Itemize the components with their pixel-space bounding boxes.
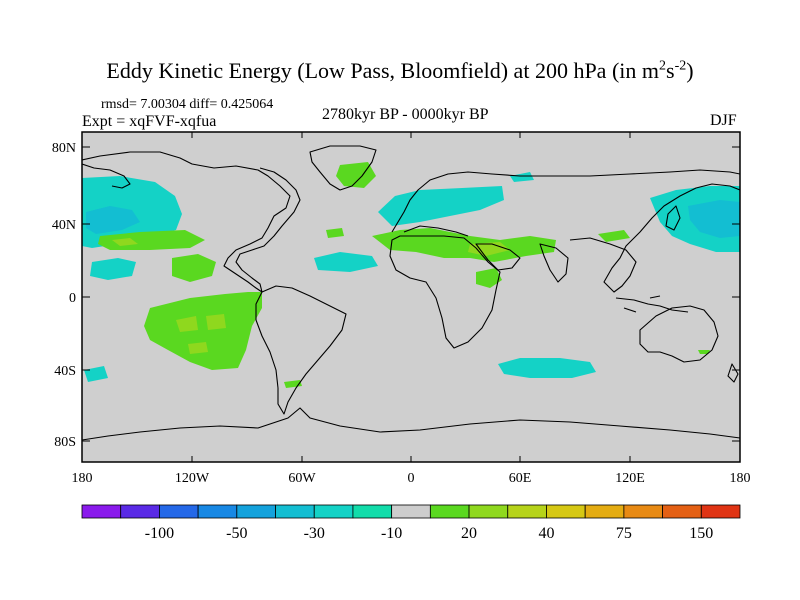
lat-label: 80S [54, 435, 76, 450]
north-pacific-core [86, 206, 140, 234]
colorbar-swatch [700, 504, 741, 519]
south-america-coast [255, 285, 347, 415]
map-ticks [82, 132, 740, 462]
colorbar-swatch [159, 504, 199, 519]
arabia-coast [475, 243, 521, 271]
title-main: Eddy Kinetic Energy (Low Pass, Bloomfiel… [106, 58, 659, 83]
rmsd-stats: rmsd= 7.00304 diff= 0.425064 [101, 97, 274, 112]
pacific-pos-small [112, 238, 138, 246]
north-america-coast [82, 151, 301, 293]
colorbar-swatch [584, 504, 625, 519]
colorbar-swatch [429, 504, 470, 519]
title-end: ) [686, 58, 694, 83]
central-pacific-negative [314, 252, 378, 272]
nw-pacific-core [688, 200, 740, 238]
lat-label: 80N [52, 141, 76, 156]
colorbar-swatch [391, 504, 431, 519]
colorbar-swatch [468, 504, 509, 519]
title-superscript-1: 2 [659, 58, 666, 74]
lat-label: 0 [69, 291, 76, 306]
colorbar-label: -30 [304, 525, 325, 542]
west-atlantic-positive [326, 228, 344, 238]
lat-label: 40N [52, 218, 76, 233]
map-layers [82, 132, 740, 462]
title-mid: s [666, 58, 675, 83]
colorbar-swatch [275, 504, 315, 519]
east-africa-positive [476, 268, 502, 288]
arctic-small-negative [510, 172, 534, 182]
colorbar-swatch [352, 504, 393, 519]
map-title: Eddy Kinetic Energy (Low Pass, Bloomfiel… [0, 58, 800, 84]
antarctica-coast [82, 407, 740, 441]
indian-ocean-negative [498, 358, 596, 378]
greenland-coast [309, 145, 377, 191]
europe-coast [391, 169, 740, 233]
colorbar [81, 504, 741, 519]
lon-label: 180 [730, 471, 751, 486]
australia-coast [639, 305, 719, 363]
title-superscript-2: -2 [674, 58, 687, 74]
colorbar-label: -100 [145, 525, 174, 542]
east-asia-coast [569, 183, 740, 293]
north-atlantic-negative [378, 186, 504, 226]
east-pacific-positive [172, 254, 216, 282]
colorbar-swatch [546, 504, 586, 519]
colorbar-swatch [623, 504, 663, 519]
arabia-positive-strong [468, 242, 510, 256]
colorbar-label: 150 [689, 525, 713, 542]
lat-label: 40S [54, 364, 76, 379]
latitude-labels: 80N 40N 0 40S 80S [52, 141, 76, 450]
new-zealand-coast [727, 363, 739, 383]
experiment-label: Expt = xqFVF-xqfua [82, 113, 217, 130]
colorbar-swatch [236, 504, 276, 519]
lon-label: 60W [288, 471, 316, 486]
lon-label: 120E [615, 471, 645, 486]
season-label: DJF [710, 112, 737, 129]
colorbar-swatch [120, 504, 160, 519]
lon-label: 0 [408, 471, 415, 486]
colorbar-swatch [197, 504, 238, 519]
colorbar-label: 20 [461, 525, 477, 542]
alaska-coast [82, 163, 131, 189]
central-asia-positive [598, 230, 630, 242]
longitude-labels: 180 120W 60W 0 60E 120E 180 [72, 471, 751, 486]
lon-label: 120W [175, 471, 210, 486]
colorbar-labels: -100 -50 -30 -10 20 40 75 150 [145, 525, 714, 542]
colorbar-label: -10 [381, 525, 402, 542]
map-background [82, 132, 740, 462]
india-coast [539, 243, 569, 283]
colorbar-label: 40 [538, 525, 554, 542]
japan-coast [665, 205, 681, 231]
colorbar-swatch [507, 504, 547, 519]
colorbar-swatch [81, 504, 122, 519]
lon-label: 60E [509, 471, 532, 486]
colorbar-label: -50 [226, 525, 247, 542]
colorbar-swatch [662, 504, 702, 519]
colorbar-swatch [313, 504, 354, 519]
coastlines [82, 145, 740, 441]
east-pacific-negative [90, 258, 136, 280]
south-pacific-positive [144, 292, 262, 370]
indonesia-coast [615, 295, 689, 313]
colorbar-label: 75 [616, 525, 632, 542]
greenland-positive [336, 162, 376, 188]
africa-coast [389, 235, 501, 349]
period-label: 2780kyr BP - 0000kyr BP [322, 106, 489, 123]
lon-label: 180 [72, 471, 93, 486]
map-frame [81, 131, 741, 463]
mediterranean [403, 225, 469, 237]
anomaly-contours [82, 162, 740, 388]
australia-small-positive [698, 350, 710, 354]
south-pacific-positive-strong [176, 314, 226, 354]
